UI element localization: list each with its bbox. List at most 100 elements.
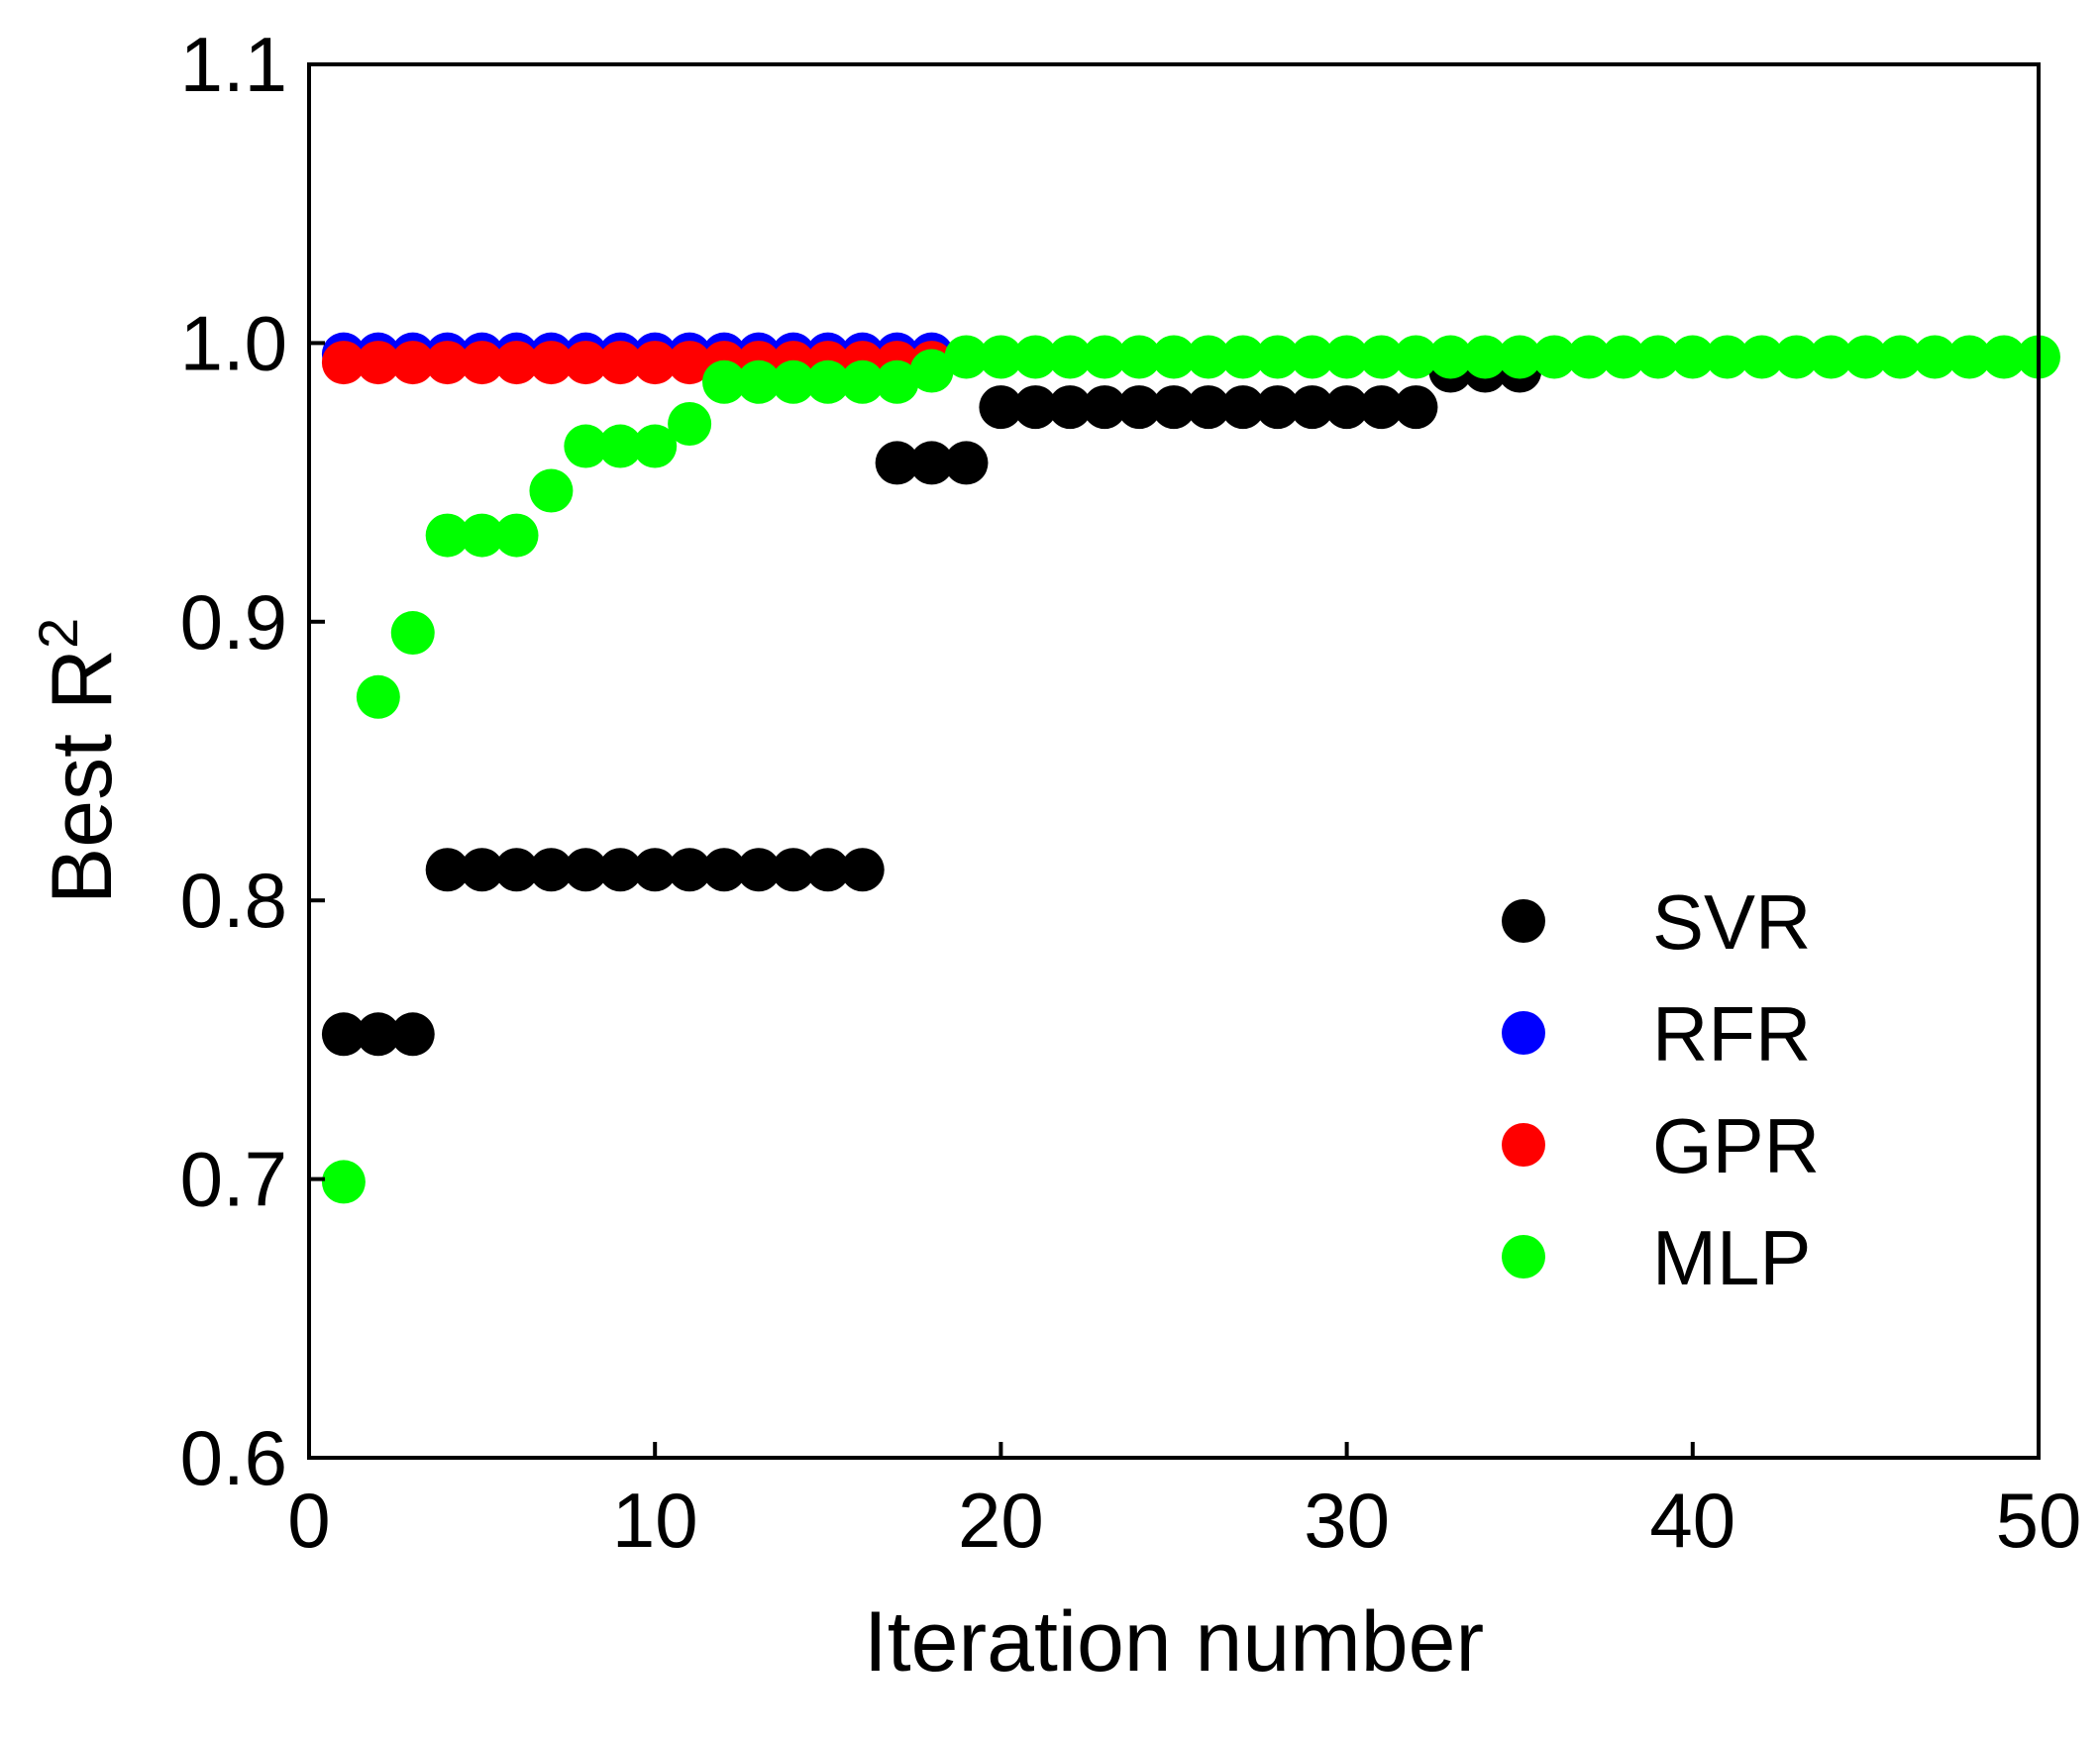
point-gpr <box>460 341 504 385</box>
point-mlp <box>1255 335 1300 379</box>
legend-label-mlp: MLP <box>1652 1214 1811 1301</box>
point-svr <box>1186 385 1230 430</box>
point-mlp <box>1220 335 1265 379</box>
axis-ticks: 0 10 20 30 40 50 0.6 0.7 0.8 0.9 1.0 1.1 <box>180 21 2082 1564</box>
point-svr <box>944 441 989 485</box>
point-gpr <box>529 341 574 385</box>
y-tick-label: 1.0 <box>180 299 287 386</box>
point-svr <box>425 848 470 892</box>
point-mlp <box>1394 335 1438 379</box>
point-svr <box>1359 385 1404 430</box>
point-mlp <box>529 468 574 513</box>
y-tick-label: 0.8 <box>180 857 287 944</box>
y-tick-label: 1.1 <box>180 21 287 108</box>
point-svr <box>736 848 781 892</box>
y-axis-title-superscript: 2 <box>27 618 89 649</box>
point-svr <box>1083 385 1127 430</box>
point-mlp <box>460 513 504 558</box>
point-svr <box>979 385 1023 430</box>
point-gpr <box>390 341 435 385</box>
point-svr <box>1048 385 1093 430</box>
point-svr <box>909 441 954 485</box>
data-points <box>321 332 2060 1204</box>
point-svr <box>633 848 678 892</box>
point-svr <box>1394 385 1438 430</box>
point-mlp <box>840 359 885 404</box>
point-mlp <box>1878 335 1923 379</box>
point-mlp <box>1809 335 1853 379</box>
point-svr <box>1220 385 1265 430</box>
x-tick-label: 0 <box>287 1477 330 1564</box>
point-mlp <box>944 335 989 379</box>
point-mlp <box>805 359 850 404</box>
x-tick-label: 40 <box>1649 1477 1735 1564</box>
point-mlp <box>1567 335 1612 379</box>
legend-label-gpr: GPR <box>1652 1102 1820 1189</box>
y-axis-title: Best R2 <box>27 618 130 904</box>
point-svr <box>668 848 712 892</box>
point-svr <box>875 441 919 485</box>
point-mlp <box>1670 335 1715 379</box>
point-mlp <box>1498 335 1542 379</box>
point-mlp <box>979 335 1023 379</box>
point-svr <box>321 1012 366 1057</box>
point-mlp <box>1947 335 1992 379</box>
point-svr <box>529 848 574 892</box>
point-svr <box>1152 385 1196 430</box>
point-svr <box>494 848 539 892</box>
point-mlp <box>875 359 919 404</box>
point-svr <box>1324 385 1369 430</box>
point-mlp <box>1324 335 1369 379</box>
point-svr <box>805 848 850 892</box>
legend-marker-gpr <box>1502 1123 1545 1167</box>
x-tick-label: 30 <box>1304 1477 1390 1564</box>
point-svr <box>564 848 608 892</box>
point-mlp <box>1635 335 1680 379</box>
point-mlp <box>909 349 954 393</box>
point-mlp <box>1428 335 1473 379</box>
point-gpr <box>633 341 678 385</box>
point-mlp <box>1532 335 1577 379</box>
legend-marker-svr <box>1502 899 1545 943</box>
point-mlp <box>1117 335 1162 379</box>
y-tick-label: 0.9 <box>180 578 287 665</box>
point-mlp <box>1739 335 1784 379</box>
point-gpr <box>425 341 470 385</box>
point-gpr <box>598 341 643 385</box>
point-svr <box>771 848 815 892</box>
legend-label-svr: SVR <box>1652 878 1811 966</box>
point-mlp <box>390 611 435 656</box>
point-mlp <box>771 359 815 404</box>
point-mlp <box>1152 335 1196 379</box>
point-mlp <box>1186 335 1230 379</box>
point-mlp <box>633 424 678 468</box>
point-mlp <box>1048 335 1093 379</box>
point-gpr <box>668 341 712 385</box>
point-mlp <box>564 424 608 468</box>
point-mlp <box>702 359 747 404</box>
point-svr <box>1013 385 1058 430</box>
legend-label-rfr: RFR <box>1652 990 1811 1077</box>
point-mlp <box>1913 335 1957 379</box>
point-mlp <box>1463 335 1508 379</box>
point-mlp <box>1290 335 1334 379</box>
point-svr <box>702 848 747 892</box>
point-mlp <box>736 359 781 404</box>
point-mlp <box>668 402 712 447</box>
y-tick-label: 0.7 <box>180 1136 287 1223</box>
point-mlp <box>425 513 470 558</box>
point-svr <box>1117 385 1162 430</box>
point-svr <box>390 1012 435 1057</box>
point-svr <box>1255 385 1300 430</box>
point-mlp <box>494 513 539 558</box>
point-mlp <box>598 424 643 468</box>
point-mlp <box>1083 335 1127 379</box>
point-mlp <box>1359 335 1404 379</box>
y-tick-label: 0.6 <box>180 1414 287 1501</box>
point-svr <box>598 848 643 892</box>
point-svr <box>460 848 504 892</box>
x-tick-label: 20 <box>958 1477 1044 1564</box>
x-tick-label: 50 <box>1996 1477 2082 1564</box>
